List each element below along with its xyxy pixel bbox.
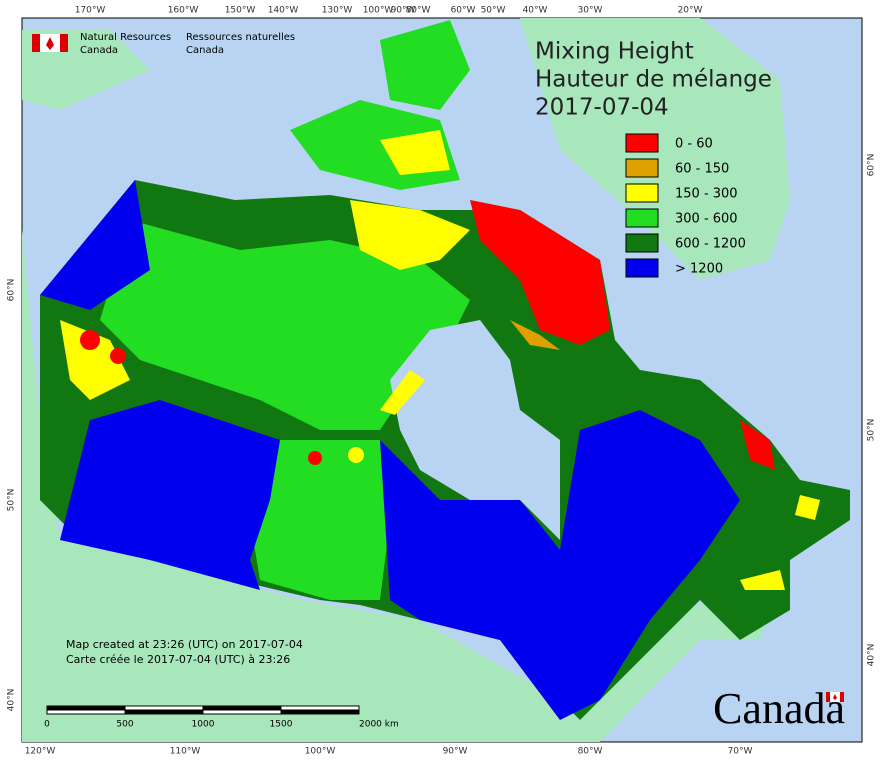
scale-label: 500 — [116, 720, 133, 730]
legend-swatch — [625, 233, 659, 253]
agency-fr: Ressources naturelles — [186, 32, 295, 43]
graticule-label: 50°N — [867, 419, 877, 442]
graticule-label: 160°W — [168, 6, 199, 16]
flag — [32, 34, 68, 52]
legend-swatch — [625, 208, 659, 228]
graticule-label: 20°W — [678, 6, 703, 16]
legend-swatch — [625, 258, 659, 278]
graticule-label: 40°N — [867, 644, 877, 667]
legend-label: 600 - 1200 — [675, 237, 746, 252]
wordmark: Canada — [713, 684, 845, 733]
graticule-label: 50°N — [7, 489, 17, 512]
graticule-label: 100°W — [305, 747, 336, 757]
note: Map created at 23:26 (UTC) on 2017-07-04 — [66, 638, 303, 651]
graticule-label: 50°W — [481, 6, 506, 16]
scale-bar — [46, 705, 360, 715]
wordmark-flag — [826, 692, 844, 702]
graticule-label: 30°W — [578, 6, 603, 16]
scale-label: 2000 km — [359, 720, 399, 730]
agency-fr: Canada — [186, 45, 224, 56]
title: 2017-07-04 — [535, 95, 669, 121]
graticule-label: 90°W — [391, 6, 416, 16]
graticule-label: 170°W — [75, 6, 106, 16]
graticule-label: 100°W — [363, 6, 394, 16]
title: Mixing Height — [535, 39, 694, 65]
graticule-label: 40°N — [7, 689, 17, 712]
graticule-label: 120°W — [25, 747, 56, 757]
legend-swatch — [625, 133, 659, 153]
graticule-label: 130°W — [322, 6, 353, 16]
graticule-label: 60°N — [867, 154, 877, 177]
legend-label: 150 - 300 — [675, 187, 738, 202]
legend-label: > 1200 — [675, 262, 723, 277]
legend-swatch — [625, 158, 659, 178]
graticule-label: 90°W — [443, 747, 468, 757]
graticule-label: 80°W — [406, 6, 431, 16]
graticule-label: 60°W — [451, 6, 476, 16]
graticule-label: 70°W — [728, 747, 753, 757]
graticule-label: 150°W — [225, 6, 256, 16]
agency-en: Canada — [80, 45, 118, 56]
legend-label: 300 - 600 — [675, 212, 738, 227]
scale-label: 0 — [44, 720, 50, 730]
title: Hauteur de mélange — [535, 67, 772, 93]
scale-label: 1500 — [270, 720, 293, 730]
scale-label: 1000 — [192, 720, 215, 730]
canada-mixing-height — [40, 20, 850, 720]
graticule-label: 80°W — [578, 747, 603, 757]
graticule-label: 110°W — [170, 747, 201, 757]
legend-label: 60 - 150 — [675, 162, 729, 177]
note: Carte créée le 2017-07-04 (UTC) à 23:26 — [66, 653, 290, 666]
graticule-label: 60°N — [7, 279, 17, 302]
legend-label: 0 - 60 — [675, 137, 713, 152]
graticule-label: 140°W — [268, 6, 299, 16]
agency-en: Natural Resources — [80, 32, 171, 43]
graticule-label: 40°W — [523, 6, 548, 16]
legend-swatch — [625, 183, 659, 203]
